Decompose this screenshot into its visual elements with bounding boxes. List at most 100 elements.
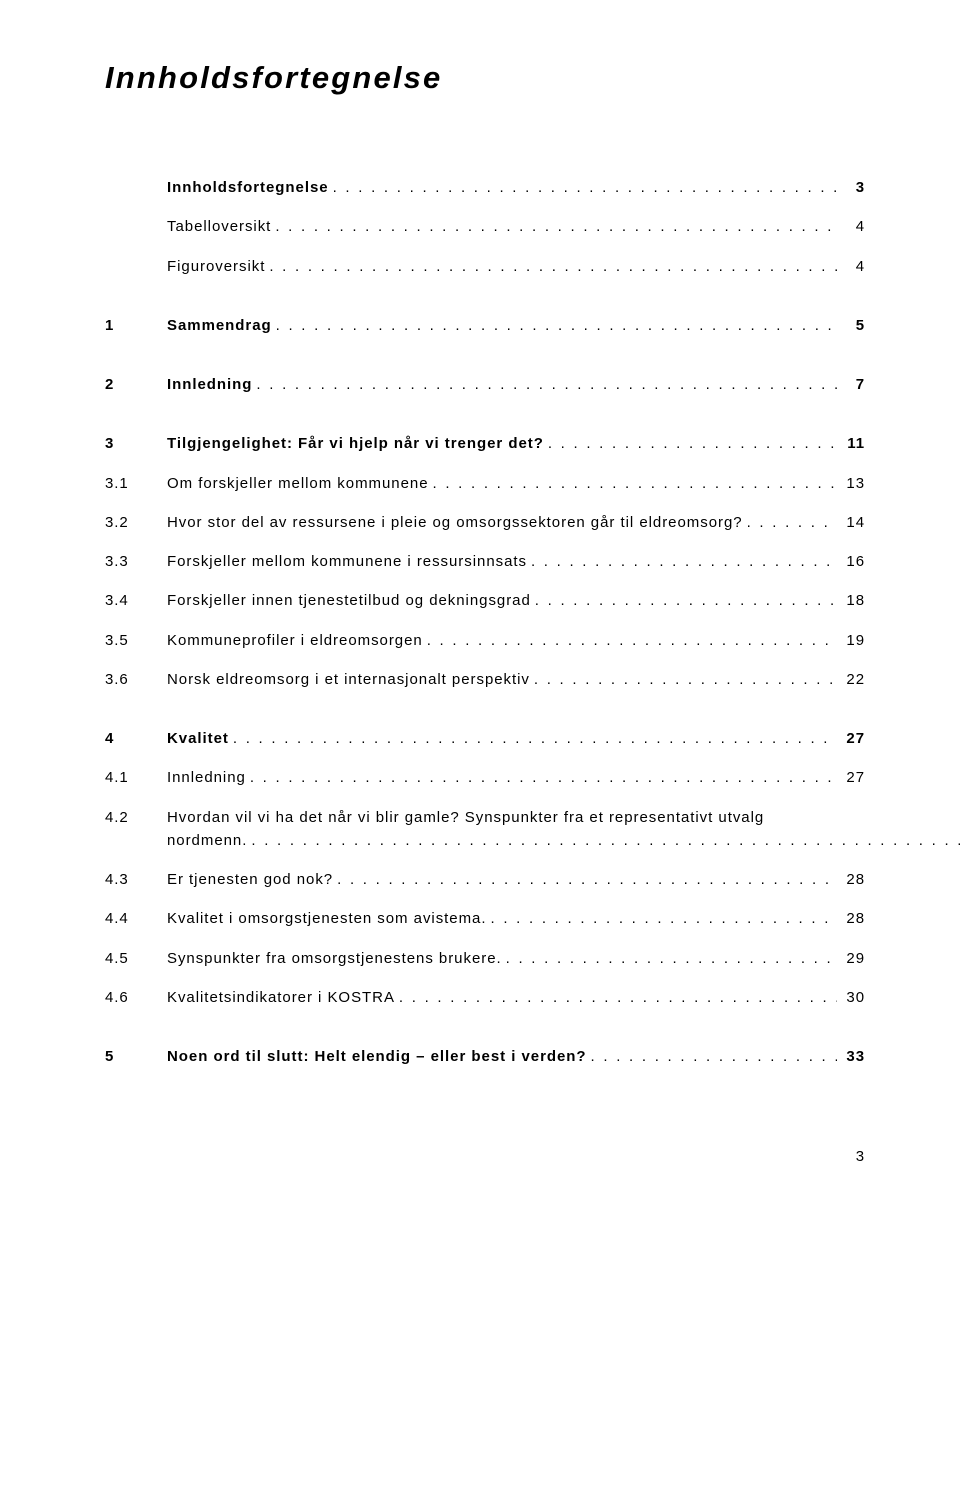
toc-entry: 3.1Om forskjeller mellom kommunene . . .…: [105, 472, 865, 495]
toc-leader: . . . . . . . . . . . . . . . . . . . . …: [247, 829, 960, 852]
toc-page: 33: [837, 1045, 865, 1068]
toc-entry: 2Innledning . . . . . . . . . . . . . . …: [105, 373, 865, 396]
toc-label: Noen ord til slutt: Helt elendig – eller…: [167, 1045, 587, 1068]
toc-leader: . . . . . . . . . . . . . . . . . . . . …: [486, 907, 837, 930]
toc-entry: 1Sammendrag . . . . . . . . . . . . . . …: [105, 314, 865, 337]
toc-entry: Figuroversikt . . . . . . . . . . . . . …: [105, 255, 865, 278]
toc-entry: 4.4Kvalitet i omsorgstjenesten som avist…: [105, 907, 865, 930]
toc-number: 4.2: [105, 806, 167, 829]
toc-entry: 3.6Norsk eldreomsorg i et internasjonalt…: [105, 668, 865, 691]
toc-leader: . . . . . . . . . . . . . . . . . . . . …: [530, 668, 837, 691]
toc-leader: . . . . . . . . . . . . . . . . . . . . …: [252, 373, 837, 396]
toc-number: 3: [105, 432, 167, 455]
toc-page: 27: [837, 727, 865, 750]
toc-entry: 3.5Kommuneprofiler i eldreomsorgen . . .…: [105, 629, 865, 652]
toc-number: 4.1: [105, 766, 167, 789]
toc-page: 4: [837, 215, 865, 238]
toc-leader: . . . . . . . . . . . . . . . . . . . . …: [743, 511, 837, 534]
toc-leader: . . . . . . . . . . . . . . . . . . . . …: [531, 589, 837, 612]
toc-page: 27: [837, 766, 865, 789]
toc-page: 3: [837, 176, 865, 199]
toc-entry: 3.3Forskjeller mellom kommunene i ressur…: [105, 550, 865, 573]
toc-number: 1: [105, 314, 167, 337]
toc-label: Tilgjengelighet: Får vi hjelp når vi tre…: [167, 432, 544, 455]
toc-leader: . . . . . . . . . . . . . . . . . . . . …: [329, 176, 837, 199]
toc-page: 5: [837, 314, 865, 337]
toc-leader: . . . . . . . . . . . . . . . . . . . . …: [271, 215, 837, 238]
page-number: 3: [105, 1148, 865, 1165]
toc-label: Innledning: [167, 766, 246, 789]
toc-label-cont: nordmenn.: [167, 829, 247, 852]
toc-number: 5: [105, 1045, 167, 1068]
toc-label: Forskjeller innen tjenestetilbud og dekn…: [167, 589, 531, 612]
toc-page: 16: [837, 550, 865, 573]
toc-label: Kommuneprofiler i eldreomsorgen: [167, 629, 423, 652]
toc-page: 7: [837, 373, 865, 396]
toc-entry: 3.4Forskjeller innen tjenestetilbud og d…: [105, 589, 865, 612]
toc-leader: . . . . . . . . . . . . . . . . . . . . …: [246, 766, 837, 789]
toc-number: 4.6: [105, 986, 167, 1009]
toc-leader: . . . . . . . . . . . . . . . . . . . . …: [272, 314, 837, 337]
toc-entry: 4Kvalitet . . . . . . . . . . . . . . . …: [105, 727, 865, 750]
toc-page: 28: [837, 907, 865, 930]
toc-number: 4.3: [105, 868, 167, 891]
toc-entry: 5Noen ord til slutt: Helt elendig – elle…: [105, 1045, 865, 1068]
toc-number: 3.6: [105, 668, 167, 691]
toc-leader: . . . . . . . . . . . . . . . . . . . . …: [587, 1045, 837, 1068]
toc-entry: 4.6Kvalitetsindikatorer i KOSTRA . . . .…: [105, 986, 865, 1009]
toc-number: 3.1: [105, 472, 167, 495]
toc-label: Tabelloversikt: [167, 215, 271, 238]
toc-label: Kvalitet i omsorgstjenesten som avistema…: [167, 907, 486, 930]
toc-entry: 3Tilgjengelighet: Får vi hjelp når vi tr…: [105, 432, 865, 455]
toc-number: 4.5: [105, 947, 167, 970]
toc-label: Er tjenesten god nok?: [167, 868, 333, 891]
toc-page: 14: [837, 511, 865, 534]
toc-entry: 3.2Hvor stor del av ressursene i pleie o…: [105, 511, 865, 534]
toc-page: 19: [837, 629, 865, 652]
toc-label: Om forskjeller mellom kommunene: [167, 472, 429, 495]
toc-label: Forskjeller mellom kommunene i ressursin…: [167, 550, 527, 573]
table-of-contents: Innholdsfortegnelse . . . . . . . . . . …: [105, 176, 865, 1068]
toc-number: 3.5: [105, 629, 167, 652]
toc-leader: . . . . . . . . . . . . . . . . . . . . …: [544, 432, 837, 455]
toc-leader: . . . . . . . . . . . . . . . . . . . . …: [333, 868, 837, 891]
toc-entry: 4.1Innledning . . . . . . . . . . . . . …: [105, 766, 865, 789]
toc-entry: 4.2Hvordan vil vi ha det når vi blir gam…: [105, 806, 865, 853]
toc-leader: . . . . . . . . . . . . . . . . . . . . …: [429, 472, 838, 495]
toc-leader: . . . . . . . . . . . . . . . . . . . . …: [395, 986, 837, 1009]
toc-label: Hvordan vil vi ha det når vi blir gamle?…: [167, 806, 960, 829]
page-title: Innholdsfortegnelse: [105, 60, 865, 96]
toc-label: Kvalitetsindikatorer i KOSTRA: [167, 986, 395, 1009]
toc-leader: . . . . . . . . . . . . . . . . . . . . …: [265, 255, 837, 278]
toc-label: Synspunkter fra omsorgstjenestens bruker…: [167, 947, 502, 970]
toc-page: 22: [837, 668, 865, 691]
toc-label: Kvalitet: [167, 727, 229, 750]
toc-page: 30: [837, 986, 865, 1009]
toc-page: 18: [837, 589, 865, 612]
toc-leader: . . . . . . . . . . . . . . . . . . . . …: [423, 629, 837, 652]
toc-label: Sammendrag: [167, 314, 272, 337]
toc-number: 3.2: [105, 511, 167, 534]
toc-entry: 4.5Synspunkter fra omsorgstjenestens bru…: [105, 947, 865, 970]
toc-page: 11: [837, 432, 865, 455]
toc-leader: . . . . . . . . . . . . . . . . . . . . …: [527, 550, 837, 573]
toc-number: 4.4: [105, 907, 167, 930]
toc-label: Figuroversikt: [167, 255, 265, 278]
toc-number: 4: [105, 727, 167, 750]
toc-page: 28: [837, 868, 865, 891]
toc-entry: Innholdsfortegnelse . . . . . . . . . . …: [105, 176, 865, 199]
toc-number: 2: [105, 373, 167, 396]
toc-label: Hvor stor del av ressursene i pleie og o…: [167, 511, 743, 534]
toc-label: Innholdsfortegnelse: [167, 176, 329, 199]
toc-page: 4: [837, 255, 865, 278]
toc-page: 29: [837, 947, 865, 970]
toc-entry: Tabelloversikt . . . . . . . . . . . . .…: [105, 215, 865, 238]
toc-number: 3.3: [105, 550, 167, 573]
toc-label: Norsk eldreomsorg i et internasjonalt pe…: [167, 668, 530, 691]
toc-leader: . . . . . . . . . . . . . . . . . . . . …: [502, 947, 837, 970]
toc-leader: . . . . . . . . . . . . . . . . . . . . …: [229, 727, 837, 750]
toc-page: 13: [837, 472, 865, 495]
toc-number: 3.4: [105, 589, 167, 612]
toc-label: Innledning: [167, 373, 252, 396]
toc-entry: 4.3Er tjenesten god nok? . . . . . . . .…: [105, 868, 865, 891]
